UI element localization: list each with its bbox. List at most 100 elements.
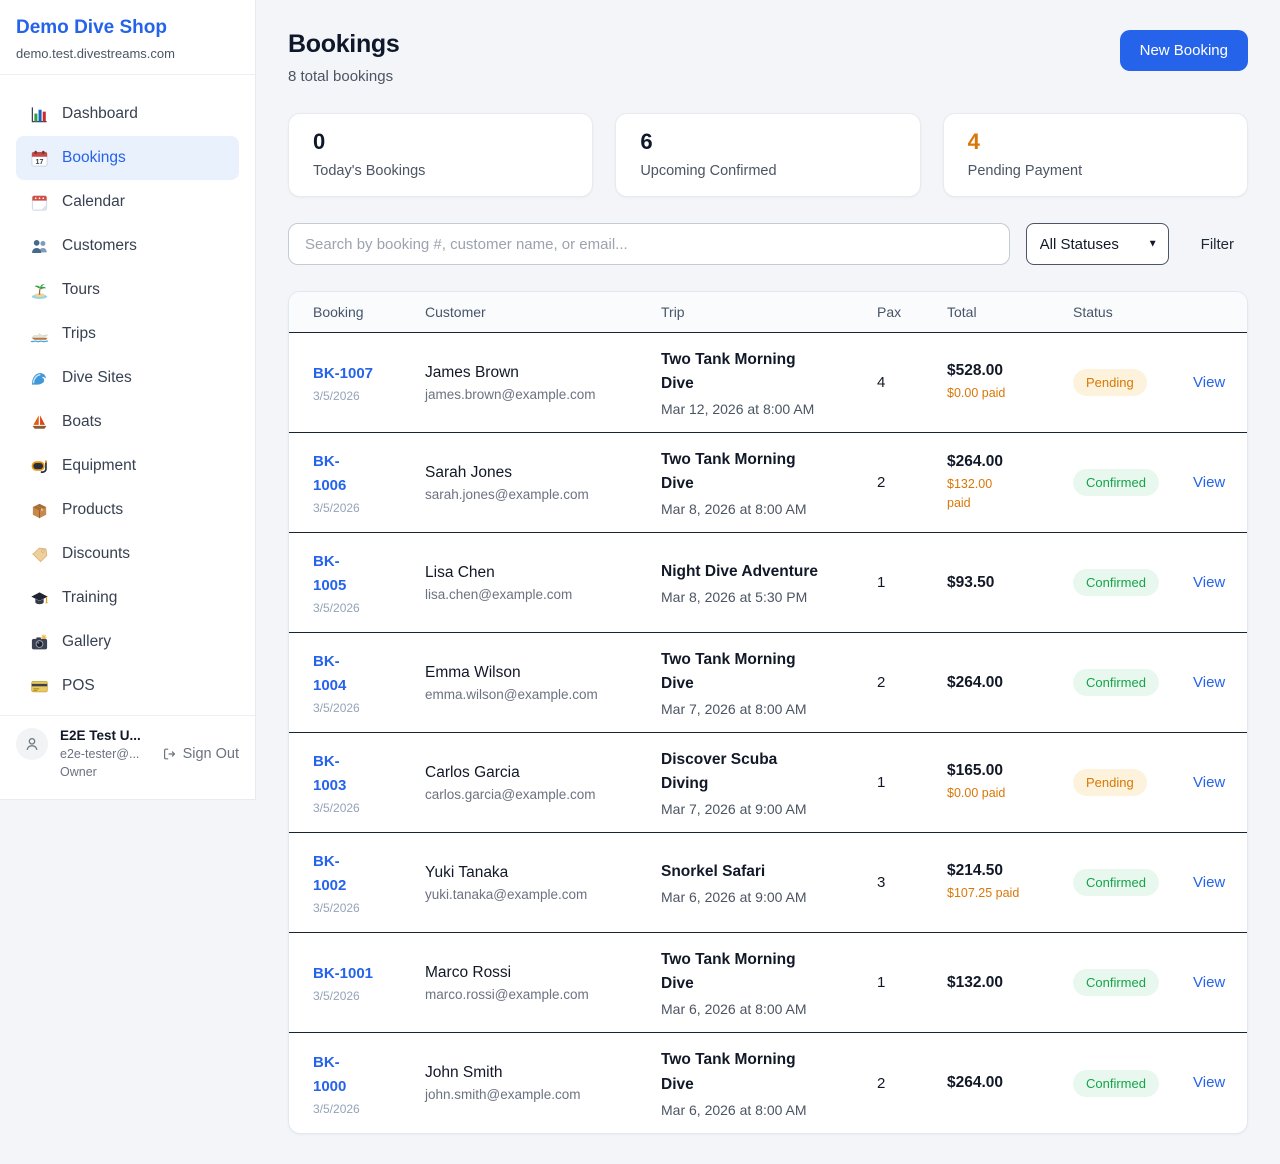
- trip-datetime: Mar 6, 2026 at 9:00 AM: [661, 889, 807, 905]
- pax-count: 2: [877, 474, 886, 491]
- bookings-table: Booking Customer Trip Pax Total Status B…: [288, 291, 1248, 1134]
- total-amount: $93.50: [947, 573, 995, 591]
- booking-date: 3/5/2026: [313, 1101, 360, 1116]
- stat-value: 6: [640, 129, 653, 154]
- status-cell: Confirmed: [1073, 969, 1193, 996]
- speedboat-icon: [30, 325, 49, 344]
- sidebar-item-boats[interactable]: Boats: [16, 400, 239, 444]
- table-row: BK- 1004 3/5/2026 Emma Wilson emma.wilso…: [289, 633, 1247, 733]
- sidebar-item-label: Discounts: [62, 545, 131, 562]
- column-header-customer: Customer: [425, 304, 486, 320]
- view-link[interactable]: View: [1193, 1074, 1226, 1091]
- column-header-status: Status: [1073, 304, 1113, 320]
- customer-cell: Yuki Tanaka yuki.tanaka@example.com: [425, 864, 661, 902]
- actions-cell: View: [1193, 974, 1225, 992]
- view-link[interactable]: View: [1193, 973, 1226, 991]
- view-link[interactable]: View: [1193, 873, 1226, 891]
- view-link[interactable]: View: [1193, 773, 1226, 791]
- sidebar-item-label: Calendar: [62, 193, 125, 210]
- sidebar-item-calendar[interactable]: Calendar: [16, 180, 239, 224]
- pax-count: 4: [877, 374, 886, 391]
- sidebar-item-products[interactable]: Products: [16, 488, 239, 532]
- sidebar-item-bookings[interactable]: 17 Bookings: [16, 136, 239, 180]
- search-input[interactable]: [288, 223, 1010, 265]
- booking-id-link[interactable]: BK- 1006: [313, 453, 347, 494]
- people-icon: [32, 239, 47, 253]
- booking-id-link[interactable]: BK-1001: [313, 965, 374, 982]
- actions-cell: View: [1193, 674, 1225, 692]
- customer-cell: James Brown james.brown@example.com: [425, 364, 661, 402]
- booking-id-link[interactable]: BK-1007: [313, 365, 374, 382]
- new-booking-button[interactable]: New Booking: [1119, 30, 1248, 71]
- trip-cell: Snorkel Safari Mar 6, 2026 at 9:00 AM: [661, 860, 877, 905]
- page-header: Bookings 8 total bookings New Booking: [288, 30, 1248, 85]
- sidebar-user-footer: E2E Test U... e2e-tester@... Sign Out Ow…: [0, 715, 255, 791]
- trip-cell: Two Tank Morning Dive Mar 6, 2026 at 8:0…: [661, 948, 877, 1017]
- booking-id-link[interactable]: BK- 1004: [313, 653, 347, 694]
- customer-name: Emma Wilson: [425, 663, 521, 681]
- sidebar-item-tours[interactable]: Tours: [16, 268, 239, 312]
- actions-cell: View: [1193, 574, 1225, 592]
- calendar-date-icon: 17: [30, 149, 49, 168]
- total-amount: $264.00: [947, 1074, 1004, 1091]
- user-info: E2E Test U... e2e-tester@... Sign Out Ow…: [60, 728, 239, 779]
- credit-card-icon: [30, 677, 49, 696]
- status-cell: Confirmed: [1073, 1069, 1193, 1097]
- total-amount: $214.50: [947, 862, 1004, 880]
- sidebar-item-label: Products: [62, 501, 124, 518]
- status-filter-select[interactable]: All Statuses: [1025, 223, 1169, 265]
- total-cell: $165.00 $0.00 paid: [947, 762, 1073, 803]
- sidebar-item-customers[interactable]: Customers: [16, 224, 239, 268]
- sidebar-item-label: Tours: [62, 281, 100, 298]
- sidebar-item-equipment[interactable]: Equipment: [16, 444, 239, 488]
- table-row: BK-1007 3/5/2026 James Brown james.brown…: [289, 333, 1247, 433]
- pax-count: 2: [877, 1074, 886, 1092]
- booking-id-link[interactable]: BK- 1003: [313, 753, 347, 794]
- status-cell: Pending: [1073, 369, 1193, 396]
- booking-id-link[interactable]: BK- 1002: [313, 853, 347, 894]
- table-row: BK- 1003 3/5/2026 Carlos Garcia carlos.g…: [289, 733, 1247, 833]
- view-link[interactable]: View: [1193, 673, 1226, 691]
- booking-cell: BK- 1005 3/5/2026: [313, 550, 425, 615]
- sidebar-item-gallery[interactable]: Gallery: [16, 620, 239, 664]
- tag-icon: [32, 547, 48, 562]
- actions-cell: View: [1193, 374, 1225, 392]
- sidebar-item-trips[interactable]: Trips: [16, 312, 239, 356]
- stat-value: 0: [313, 129, 326, 154]
- sidebar-item-dashboard[interactable]: Dashboard: [16, 92, 239, 136]
- customer-cell: Lisa Chen lisa.chen@example.com: [425, 564, 661, 602]
- booking-id-link[interactable]: BK- 1005: [313, 553, 347, 594]
- customer-email: james.brown@example.com: [425, 386, 596, 402]
- customer-cell: Emma Wilson emma.wilson@example.com: [425, 664, 661, 702]
- brand-name: Demo Dive Shop: [16, 17, 167, 38]
- trip-datetime: Mar 8, 2026 at 8:00 AM: [661, 501, 807, 518]
- trip-datetime: Mar 7, 2026 at 9:00 AM: [661, 801, 807, 818]
- stat-card-todays-bookings: 0 Today's Bookings: [288, 113, 594, 197]
- table-row: BK- 1002 3/5/2026 Yuki Tanaka yuki.tanak…: [289, 833, 1247, 933]
- trip-name: Two Tank Morning Dive: [661, 950, 796, 992]
- sign-out-label: Sign Out: [182, 746, 239, 762]
- column-header-trip: Trip: [661, 304, 685, 320]
- pax-count: 1: [877, 574, 886, 591]
- sidebar-item-discounts[interactable]: Discounts: [16, 532, 239, 576]
- sign-out-button[interactable]: Sign Out: [161, 746, 239, 762]
- status-badge: Confirmed: [1073, 669, 1159, 696]
- sidebar-item-label: Gallery: [62, 633, 112, 650]
- sidebar-item-training[interactable]: Training: [16, 576, 239, 620]
- person-icon: [26, 737, 38, 751]
- booking-id-link[interactable]: BK- 1000: [313, 1053, 347, 1095]
- filter-button[interactable]: Filter: [1200, 235, 1234, 253]
- view-link[interactable]: View: [1193, 573, 1226, 591]
- pax-count: 1: [877, 774, 886, 791]
- sidebar-item-label: POS: [62, 677, 95, 694]
- total-amount: $165.00: [947, 762, 1004, 780]
- sidebar-nav: Dashboard 17 Bookings Calendar Customers…: [0, 75, 255, 708]
- sidebar-item-dive-sites[interactable]: Dive Sites: [16, 356, 239, 400]
- view-link[interactable]: View: [1193, 373, 1226, 391]
- bar-chart-icon: [30, 105, 49, 124]
- logout-icon: [163, 748, 175, 760]
- customer-email: carlos.garcia@example.com: [425, 786, 596, 802]
- sidebar-item-pos[interactable]: POS: [16, 664, 239, 708]
- view-link[interactable]: View: [1193, 473, 1226, 491]
